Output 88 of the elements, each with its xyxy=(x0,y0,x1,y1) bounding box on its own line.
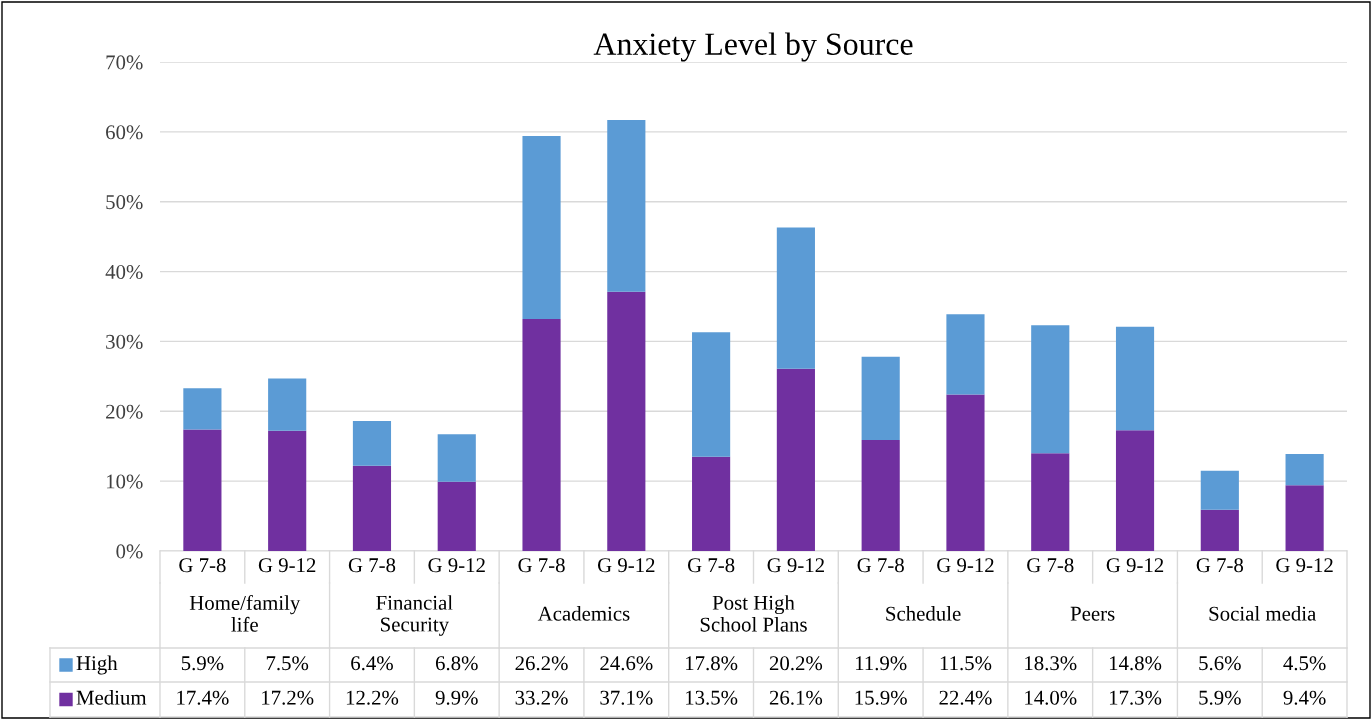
data-label: 22.4% xyxy=(939,690,992,705)
data-label: 24.6% xyxy=(600,656,653,671)
bar xyxy=(946,314,985,395)
data-label: 14.0% xyxy=(1025,690,1077,705)
bar xyxy=(776,227,815,369)
bar xyxy=(352,465,392,551)
text: Academics xyxy=(537,606,630,621)
bar xyxy=(437,434,476,482)
x-tick-label: G 9-12 xyxy=(597,558,655,573)
y-tick-label: 0% xyxy=(116,544,143,559)
bar xyxy=(437,481,476,551)
chart-title: Anxiety Level by Source xyxy=(593,32,913,62)
bar xyxy=(1285,485,1324,551)
x-tick-label: G 7-8 xyxy=(687,558,735,573)
bar xyxy=(1115,326,1155,431)
bar xyxy=(1200,470,1239,510)
text: Schedule xyxy=(886,606,961,621)
x-tick-label: G 7-8 xyxy=(179,558,226,573)
bar xyxy=(183,429,222,551)
data-label: 11.9% xyxy=(856,656,907,671)
bar xyxy=(861,356,900,440)
text: Financial Security xyxy=(376,595,453,636)
data-label: 5.6% xyxy=(1199,656,1241,671)
bar xyxy=(183,388,222,430)
legend-label: Medium xyxy=(76,690,147,705)
data-label: 11.5% xyxy=(940,656,992,671)
data-label: 6.4% xyxy=(351,656,393,671)
data-label: 4.5% xyxy=(1283,656,1326,671)
bar xyxy=(861,439,900,551)
data-label: 13.5% xyxy=(686,690,738,705)
data-label: 37.1% xyxy=(600,690,653,705)
bar xyxy=(692,456,731,551)
y-tick-label: 30% xyxy=(106,334,143,349)
x-tick-label: G 7-8 xyxy=(1196,558,1244,573)
x-tick-label: G 7-8 xyxy=(518,558,565,573)
text: Social media xyxy=(1209,606,1317,621)
bar xyxy=(607,119,646,292)
x-tick-label: G 9-12 xyxy=(1276,558,1333,573)
data-label: 6.8% xyxy=(435,656,478,671)
legend-label: High xyxy=(76,655,118,675)
x-tick-label: G 7-8 xyxy=(857,558,904,573)
data-label: 5.9% xyxy=(181,656,224,671)
x-tick-label: G 9-12 xyxy=(937,558,994,573)
data-label: 17.2% xyxy=(262,690,314,705)
data-label: 18.3% xyxy=(1025,656,1077,671)
bar xyxy=(776,368,815,551)
bar xyxy=(692,332,731,457)
data-label: 12.2% xyxy=(346,690,399,705)
data-label: 7.5% xyxy=(266,656,309,671)
data-label: 17.8% xyxy=(686,656,738,671)
text: Peers xyxy=(1070,606,1115,621)
data-label: 15.9% xyxy=(855,690,907,705)
data-label: 20.2% xyxy=(769,656,823,671)
y-tick-label: 50% xyxy=(106,195,143,210)
x-tick-label: G 9-12 xyxy=(428,558,485,573)
data-label: 17.4% xyxy=(177,690,229,705)
x-tick-label: G 9-12 xyxy=(1106,558,1164,573)
data-label: 26.2% xyxy=(515,656,568,671)
data-label: 9.9% xyxy=(435,690,478,705)
data-label: 33.2% xyxy=(515,690,568,705)
text: Home/family life xyxy=(189,595,301,632)
y-tick-label: 70% xyxy=(106,55,143,70)
text: Post High School Plans xyxy=(700,595,807,632)
bar xyxy=(1115,430,1155,551)
bar xyxy=(946,394,985,551)
data-label: 14.8% xyxy=(1109,656,1162,671)
x-tick-label: G 9-12 xyxy=(258,558,316,573)
bar xyxy=(522,319,561,551)
bar xyxy=(1200,509,1239,551)
bar xyxy=(1285,453,1324,486)
bar xyxy=(352,421,392,466)
data-label: 5.9% xyxy=(1199,690,1241,705)
bar xyxy=(522,136,561,320)
y-tick-label: 40% xyxy=(105,264,143,280)
data-label: 9.4% xyxy=(1283,690,1326,705)
x-tick-label: G 7-8 xyxy=(1027,558,1074,573)
bar xyxy=(1031,453,1070,551)
y-tick-label: 10% xyxy=(106,474,143,489)
bar xyxy=(268,378,307,431)
bar xyxy=(268,430,307,551)
bar xyxy=(607,291,646,551)
data-label: 17.3% xyxy=(1109,690,1162,705)
x-tick-label: G 7-8 xyxy=(348,558,396,573)
bar xyxy=(1031,325,1070,454)
y-tick-label: 60% xyxy=(106,125,143,140)
y-tick-label: 20% xyxy=(106,404,143,419)
data-label: 26.1% xyxy=(769,690,823,705)
x-tick-label: G 9-12 xyxy=(767,558,824,573)
